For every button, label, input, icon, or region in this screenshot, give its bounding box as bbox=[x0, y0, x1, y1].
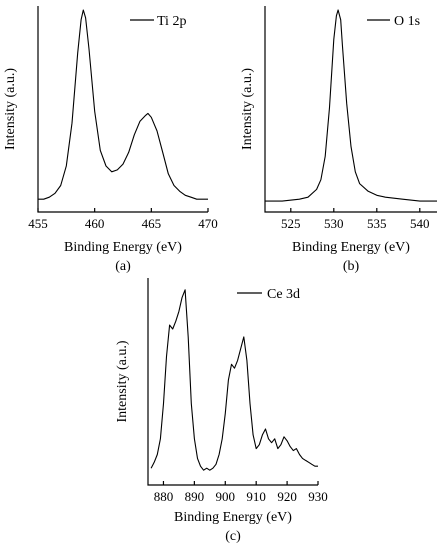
panel-label: (a) bbox=[115, 259, 131, 274]
axis-frame bbox=[147, 278, 318, 486]
x-tick-label: 525 bbox=[281, 216, 301, 231]
x-axis-label: Binding Energy (eV) bbox=[292, 240, 410, 255]
x-tick-label: 465 bbox=[142, 216, 162, 231]
spectrum-line bbox=[265, 9, 437, 202]
x-tick-label: 930 bbox=[308, 489, 328, 504]
legend-label: O 1s bbox=[394, 14, 420, 29]
x-axis-label: Binding Energy (eV) bbox=[174, 510, 292, 525]
legend-label: Ti 2p bbox=[157, 14, 186, 29]
y-axis-label: Intensity (a.u.) bbox=[240, 68, 255, 150]
panel-b: 525 530 535 540 O 1s Binding Energy (eV) Inten… bbox=[240, 6, 437, 274]
axis-frame bbox=[264, 6, 437, 213]
axis-frame bbox=[37, 6, 208, 213]
x-tick-label: 530 bbox=[324, 216, 344, 231]
legend-label: Ce 3d bbox=[267, 287, 300, 302]
x-tick-label: 880 bbox=[154, 489, 174, 504]
panel-label: (b) bbox=[343, 259, 360, 274]
x-tick-label: 470 bbox=[198, 216, 218, 231]
x-tick-label: 460 bbox=[85, 216, 105, 231]
x-axis-label: Binding Energy (eV) bbox=[64, 240, 182, 255]
y-axis-label: Intensity (a.u.) bbox=[115, 340, 130, 422]
spectrum-line bbox=[38, 9, 208, 200]
panel-a: 455 460 465 470 Ti 2p Binding Energy (eV) Inte… bbox=[3, 6, 218, 274]
panel-c: 880 890 900 910 920 930 Ce 3d Binding Energy (e… bbox=[115, 278, 328, 544]
spectrum-line bbox=[150, 289, 318, 471]
x-tick-label: 910 bbox=[246, 489, 266, 504]
x-tick-label: 455 bbox=[28, 216, 48, 231]
panel-label: (c) bbox=[225, 529, 241, 544]
x-tick-label: 890 bbox=[185, 489, 205, 504]
x-tick-label: 535 bbox=[367, 216, 387, 231]
x-tick-label: 540 bbox=[410, 216, 430, 231]
y-axis-label: Intensity (a.u.) bbox=[3, 68, 18, 150]
x-tick-label: 900 bbox=[216, 489, 236, 504]
x-tick-label: 920 bbox=[277, 489, 297, 504]
